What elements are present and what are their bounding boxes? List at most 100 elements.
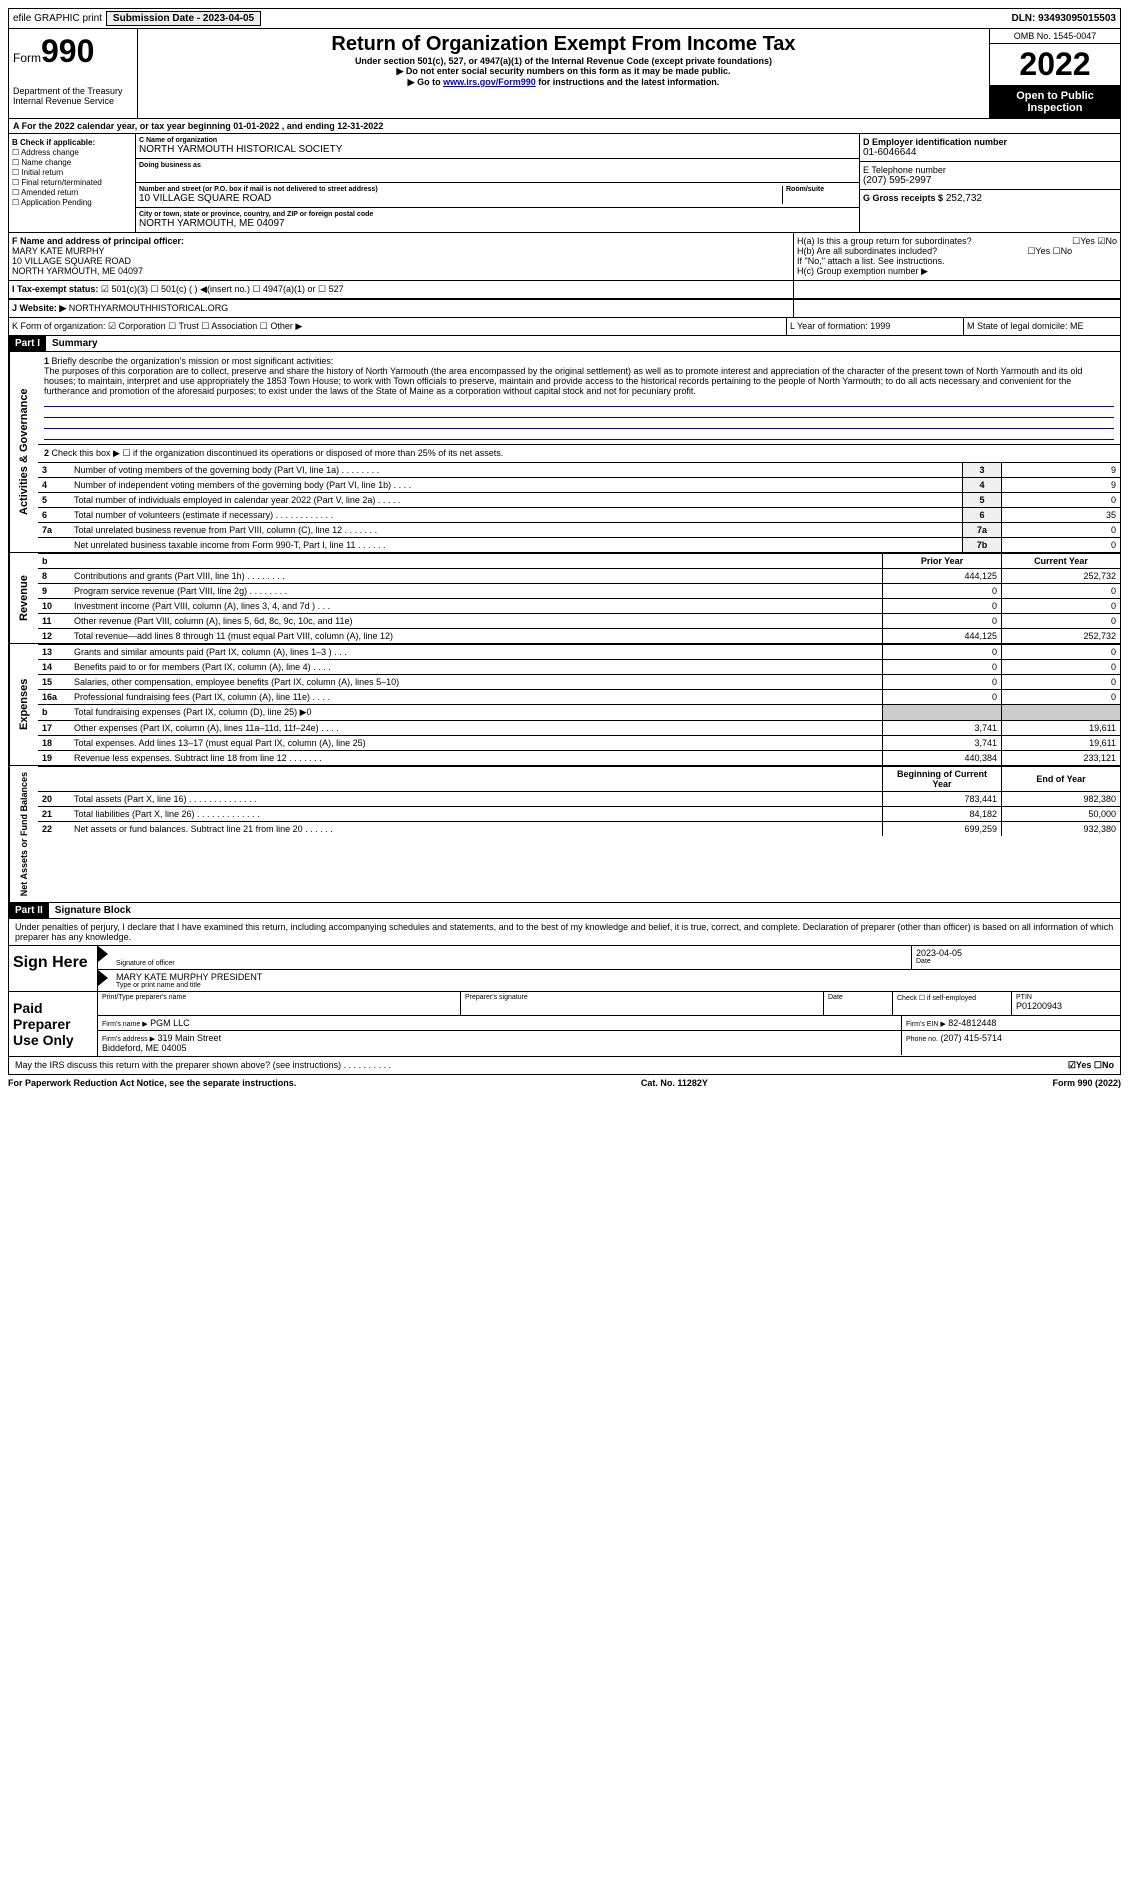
paid-preparer-label: Paid Preparer Use Only <box>9 992 98 1056</box>
opt-amended[interactable]: ☐ Amended return <box>12 188 132 197</box>
vlabel-ag: Activities & Governance <box>9 352 38 552</box>
table-row: 20Total assets (Part X, line 16) . . . .… <box>38 792 1120 807</box>
table-row: 17Other expenses (Part IX, column (A), l… <box>38 721 1120 736</box>
hb: H(b) Are all subordinates included? <box>797 246 937 256</box>
table-row: 7aTotal unrelated business revenue from … <box>38 523 1120 538</box>
city-lbl: City or town, state or province, country… <box>139 211 856 218</box>
table-row: Net unrelated business taxable income fr… <box>38 538 1120 553</box>
submission-date-btn[interactable]: Submission Date - 2023-04-05 <box>106 11 261 26</box>
firm-addr-lbl: Firm's address ▶ <box>102 1036 155 1043</box>
dept-label: Department of the Treasury Internal Reve… <box>13 86 133 106</box>
check-self[interactable]: Check ☐ if self-employed <box>897 994 1007 1002</box>
gross-val: 252,732 <box>946 193 982 204</box>
table-header: bPrior YearCurrent Year <box>38 554 1120 569</box>
col-d: D Employer identification number 01-6046… <box>860 134 1120 232</box>
table-header: Beginning of Current YearEnd of Year <box>38 767 1120 792</box>
ptin: P01200943 <box>1016 1001 1116 1011</box>
row-h: H(a) Is this a group return for subordin… <box>794 233 1120 280</box>
expenses-section: Expenses 13Grants and similar amounts pa… <box>8 644 1121 766</box>
table-row: 10Investment income (Part VIII, column (… <box>38 599 1120 614</box>
org-addr: 10 VILLAGE SQUARE ROAD <box>139 193 782 204</box>
phone: (207) 415-5714 <box>940 1033 1002 1043</box>
table-row: 16aProfessional fundraising fees (Part I… <box>38 690 1120 705</box>
discuss-ans[interactable]: ☑Yes ☐No <box>1068 1060 1114 1071</box>
ein: 01-6046644 <box>863 147 1117 158</box>
name-lbl: C Name of organization <box>139 137 856 144</box>
officer-name: MARY KATE MURPHY PRESIDENT <box>116 972 1116 982</box>
opt-addr[interactable]: ☐ Address change <box>12 148 132 157</box>
q1-num: 1 <box>44 356 49 366</box>
header-sub1: Under section 501(c), 527, or 4947(a)(1)… <box>142 56 985 66</box>
signature-block: Under penalties of perjury, I declare th… <box>8 919 1121 1075</box>
mission-box: 1 Briefly describe the organization's mi… <box>38 352 1120 445</box>
form-number: 990 <box>41 33 94 69</box>
table-row: 12Total revenue—add lines 8 through 11 (… <box>38 629 1120 644</box>
section-a: A For the 2022 calendar year, or tax yea… <box>8 119 1121 134</box>
vlabel-net: Net Assets or Fund Balances <box>9 766 38 902</box>
sig-declaration: Under penalties of perjury, I declare th… <box>9 919 1120 946</box>
blue-line <box>44 429 1114 440</box>
header-right: OMB No. 1545-0047 2022 Open to Public In… <box>989 29 1120 118</box>
phone-lbl: Phone no. <box>906 1036 938 1043</box>
opt-name[interactable]: ☐ Name change <box>12 158 132 167</box>
i-lbl: I Tax-exempt status: <box>12 284 98 294</box>
sig-date: 2023-04-05 <box>916 948 1116 958</box>
irs-link[interactable]: www.irs.gov/Form990 <box>443 77 536 87</box>
table-row: 14Benefits paid to or for members (Part … <box>38 660 1120 675</box>
ptin-lbl: PTIN <box>1016 994 1116 1001</box>
discuss-text: May the IRS discuss this return with the… <box>15 1060 391 1071</box>
pra-notice: For Paperwork Reduction Act Notice, see … <box>8 1078 296 1088</box>
table-row: 15Salaries, other compensation, employee… <box>38 675 1120 690</box>
info-grid: B Check if applicable: ☐ Address change … <box>8 134 1121 233</box>
table-row: 5Total number of individuals employed in… <box>38 493 1120 508</box>
table-row: 3Number of voting members of the governi… <box>38 463 1120 478</box>
firm-ein-lbl: Firm's EIN ▶ <box>906 1021 946 1028</box>
table-row: 9Program service revenue (Part VIII, lin… <box>38 584 1120 599</box>
row-l: L Year of formation: 1999 <box>787 318 964 335</box>
j-lbl: J Website: ▶ <box>12 303 66 313</box>
officer-lbl: Type or print name and title <box>116 982 1116 989</box>
table-row: 8Contributions and grants (Part VIII, li… <box>38 569 1120 584</box>
tel-lbl: E Telephone number <box>863 165 1117 175</box>
vlabel-rev: Revenue <box>9 553 38 643</box>
tel: (207) 595-2997 <box>863 175 1117 186</box>
part1-hdr: Part I <box>9 336 46 351</box>
net-assets-section: Net Assets or Fund Balances Beginning of… <box>8 766 1121 903</box>
part2-title: Signature Block <box>49 903 137 918</box>
sign-here-label: Sign Here <box>9 946 98 991</box>
hb-note: If "No," attach a list. See instructions… <box>797 256 1117 266</box>
row-m: M State of legal domicile: ME <box>964 318 1120 335</box>
vlabel-exp: Expenses <box>9 644 38 765</box>
room-lbl: Room/suite <box>786 186 856 193</box>
header-title: Return of Organization Exempt From Incom… <box>142 33 985 56</box>
ein-lbl: D Employer identification number <box>863 137 1117 147</box>
opt-initial[interactable]: ☐ Initial return <box>12 168 132 177</box>
prep-sig-lbl: Preparer's signature <box>465 994 819 1001</box>
firm-name-lbl: Firm's name ▶ <box>102 1021 148 1028</box>
ha: H(a) Is this a group return for subordin… <box>797 236 972 246</box>
hc: H(c) Group exemption number ▶ <box>797 266 1117 277</box>
net-table: Beginning of Current YearEnd of Year20To… <box>38 766 1120 836</box>
org-city: NORTH YARMOUTH, ME 04097 <box>139 218 856 229</box>
table-row: 21Total liabilities (Part X, line 26) . … <box>38 807 1120 822</box>
opt-pending[interactable]: ☐ Application Pending <box>12 198 132 207</box>
ha-ans[interactable]: ☐Yes ☑No <box>1072 236 1117 247</box>
website[interactable]: NORTHYARMOUTHHISTORICAL.ORG <box>69 303 229 313</box>
form-word: Form <box>13 51 41 65</box>
i-opts[interactable]: ☑ 501(c)(3) ☐ 501(c) ( ) ◀(insert no.) ☐… <box>101 284 344 294</box>
gross-lbl: G Gross receipts $ <box>863 193 943 203</box>
header-mid: Return of Organization Exempt From Incom… <box>138 29 989 118</box>
blue-line <box>44 407 1114 418</box>
sub3-post: for instructions and the latest informat… <box>536 77 720 87</box>
efile-label: efile GRAPHIC print <box>13 13 102 24</box>
hb-ans[interactable]: ☐Yes ☐No <box>1027 246 1072 257</box>
org-name: NORTH YARMOUTH HISTORICAL SOCIETY <box>139 144 856 155</box>
prep-date-lbl: Date <box>828 994 888 1001</box>
inspection-label: Open to Public Inspection <box>990 86 1120 118</box>
q2-text[interactable]: Check this box ▶ ☐ if the organization d… <box>52 448 504 458</box>
col-b: B Check if applicable: ☐ Address change … <box>9 134 136 232</box>
cat-no: Cat. No. 11282Y <box>641 1078 708 1088</box>
row-k[interactable]: K Form of organization: ☑ Corporation ☐ … <box>9 318 787 335</box>
omb-number: OMB No. 1545-0047 <box>990 29 1120 44</box>
opt-final[interactable]: ☐ Final return/terminated <box>12 178 132 187</box>
